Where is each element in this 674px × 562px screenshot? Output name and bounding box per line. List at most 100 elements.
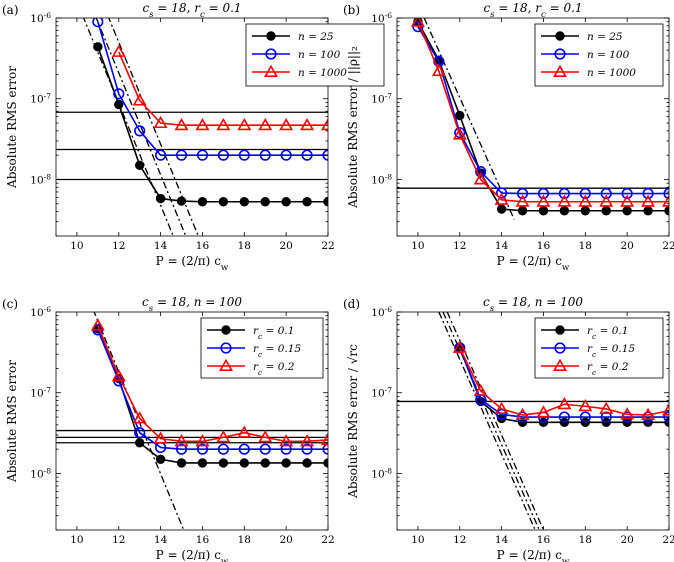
series-line-2	[459, 347, 669, 418]
dashdot-line-1	[423, 18, 515, 220]
data-point	[452, 340, 467, 353]
x-tick-label: 16	[537, 240, 551, 252]
series-line-2	[97, 329, 328, 450]
panel-letter: (a)	[2, 3, 19, 17]
data-point	[622, 206, 632, 216]
data-point	[557, 397, 572, 410]
data-point	[153, 431, 168, 444]
data-point	[238, 149, 250, 161]
data-point	[496, 187, 508, 199]
data-point	[321, 432, 328, 445]
data-point	[280, 149, 292, 161]
legend-label: n = 25	[298, 31, 334, 43]
legend-label: n = 25	[587, 31, 623, 43]
data-point	[579, 411, 591, 423]
data-point	[517, 206, 528, 216]
legend-label: n = 100	[298, 49, 341, 61]
data-point	[515, 407, 530, 421]
series-line-3	[459, 347, 669, 416]
data-point	[174, 118, 189, 131]
data-point	[579, 187, 591, 200]
data-point	[155, 454, 166, 464]
x-tick-label: 10	[70, 534, 83, 546]
panel-4: 10 12 14 16 18 20 22 10-8 10-7 10-6 cs = 18, n = 1…	[343, 295, 674, 562]
data-point	[663, 187, 669, 200]
x-tick-label: 16	[196, 240, 210, 252]
data-point	[494, 192, 509, 205]
data-point	[621, 187, 633, 200]
y-tick-label: 10-7	[30, 91, 51, 106]
panel-title: cs = 18, n = 100	[142, 295, 242, 314]
legend-label: rc = 0.1	[587, 325, 628, 341]
legend: n = 25 n = 100 n = 1000	[534, 23, 664, 87]
legend-marker	[266, 31, 276, 41]
data-point	[237, 425, 252, 438]
data-point	[155, 193, 166, 204]
data-point	[111, 369, 126, 382]
dashdot-line-3	[446, 312, 545, 530]
data-point	[455, 110, 465, 121]
legend-marker	[554, 342, 566, 354]
y-tick-label: 10-7	[30, 385, 51, 400]
y-tick-label: 10-7	[371, 385, 392, 400]
plot-area	[56, 18, 328, 236]
data-point	[300, 434, 315, 447]
data-point	[280, 443, 292, 455]
data-point	[452, 127, 467, 140]
data-point	[90, 318, 105, 331]
data-point	[259, 149, 271, 161]
x-tick-label: 16	[196, 534, 210, 546]
data-point	[494, 401, 509, 414]
data-point	[302, 458, 312, 468]
data-point	[620, 407, 635, 420]
data-point	[301, 149, 313, 161]
data-point	[559, 206, 570, 216]
x-tick-label: 14	[495, 240, 509, 252]
x-tick-label: 10	[70, 240, 83, 252]
legend-label: rc = 0.2	[253, 361, 295, 377]
legend-marker	[221, 325, 231, 335]
legend-label: rc = 0.1	[253, 325, 294, 341]
data-point	[217, 149, 229, 161]
data-point	[258, 430, 273, 443]
x-tick-label: 18	[238, 534, 251, 546]
data-point	[516, 187, 529, 200]
panel-title: cs = 18, rc = 0.1	[483, 1, 582, 20]
y-axis-label: Absolute RMS error / √rc	[346, 344, 360, 499]
plot-area	[397, 312, 669, 530]
y-tick-label: 10-8	[371, 172, 392, 187]
data-point	[218, 197, 229, 207]
data-point	[662, 194, 669, 207]
dashdot-line-2	[442, 312, 540, 530]
legend: rc = 0.1 rc = 0.15 rc = 0.2	[534, 317, 664, 379]
plot-area	[397, 18, 669, 220]
legend: rc = 0.1 rc = 0.15 rc = 0.2	[200, 317, 324, 379]
data-point	[197, 197, 208, 207]
data-point	[321, 118, 328, 131]
legend-marker	[555, 31, 565, 41]
legend-marker	[219, 358, 233, 372]
data-point	[281, 458, 291, 468]
data-point	[599, 194, 614, 207]
data-point	[260, 197, 270, 207]
legend-label: n = 100	[587, 49, 630, 61]
x-tick-label: 18	[579, 534, 592, 546]
series-line-2	[97, 21, 328, 156]
data-point	[473, 383, 488, 397]
plot-frame	[396, 311, 670, 531]
x-tick-label: 22	[662, 240, 674, 252]
data-point	[473, 172, 488, 185]
data-point	[153, 115, 168, 129]
y-axis-label: Absolute RMS error	[5, 66, 19, 189]
plot-frame	[55, 311, 329, 531]
data-point	[558, 411, 570, 423]
x-axis-label: P = (2/π) cw	[497, 548, 570, 562]
data-point	[662, 403, 669, 416]
data-point	[600, 411, 612, 423]
data-point	[176, 196, 187, 206]
x-tick-label: 12	[112, 534, 125, 546]
data-point	[134, 125, 146, 137]
x-tick-label: 12	[453, 240, 466, 252]
x-axis-label: P = (2/π) cw	[156, 254, 229, 273]
